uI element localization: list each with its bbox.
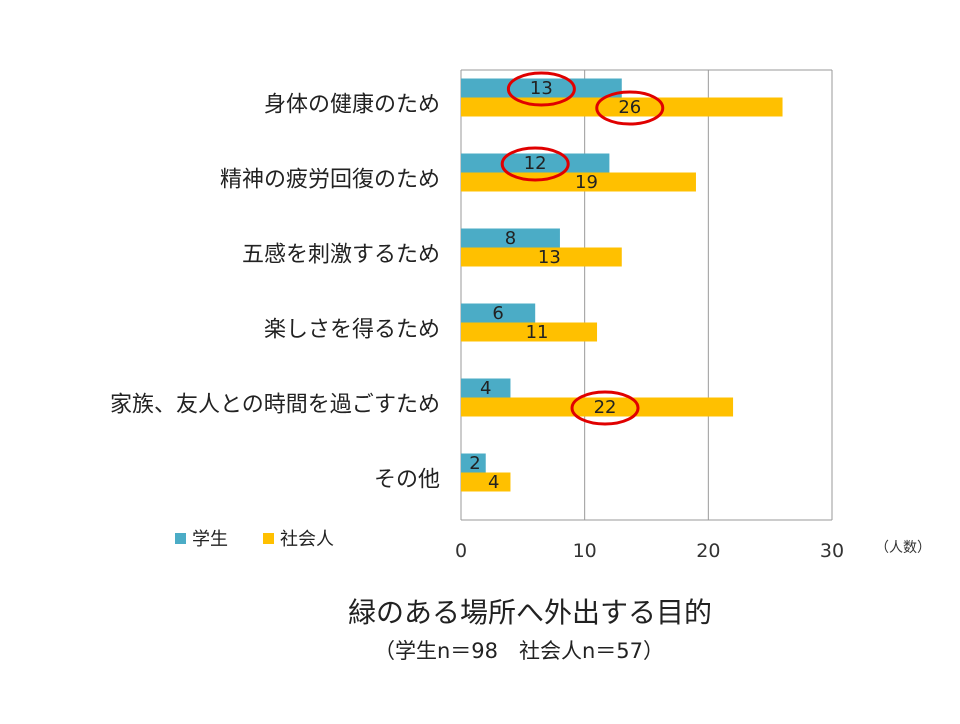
data-label: 2: [469, 453, 480, 474]
bar-series-0-cat-4: [461, 378, 511, 398]
bar-series-0-cat-3: [461, 303, 536, 323]
bar-layer: [461, 78, 783, 492]
data-label: 8: [505, 228, 516, 249]
x-tick-label: 10: [573, 540, 597, 562]
highlight-ellipse: [500, 146, 570, 182]
x-tick-label: 0: [455, 540, 467, 562]
category-label: 精神の疲労回復のため: [220, 168, 440, 193]
data-label: 13: [538, 247, 561, 268]
chart-title: 緑のある場所へ外出する目的: [348, 596, 712, 629]
highlight-layer: [500, 71, 665, 426]
bar-series-0-cat-1: [461, 153, 610, 173]
bar-series-0-cat-2: [461, 228, 560, 248]
grid-layer: [460, 69, 833, 521]
legend-label: 学生: [192, 529, 228, 550]
bar-series-1-cat-2: [461, 247, 622, 267]
data-label: 4: [480, 378, 491, 399]
unit-label: （人数）: [875, 540, 931, 556]
data-label: 12: [524, 153, 547, 174]
label-layer: 身体の健康のため1326精神の疲労回復のため1219五感を刺激するため813楽し…: [110, 78, 641, 493]
bar-series-1-cat-4: [461, 397, 734, 417]
bar-series-1-cat-5: [461, 472, 511, 492]
chart-subtitle: （学生n＝98 社会人n＝57）: [374, 639, 664, 663]
category-label: 家族、友人との時間を過ごすため: [110, 393, 440, 418]
bar-series-0-cat-0: [461, 78, 622, 98]
category-label: その他: [374, 468, 440, 493]
data-label: 4: [488, 472, 499, 493]
data-label: 26: [618, 97, 641, 118]
axis-layer: （人数） 0 10 20 30: [455, 540, 931, 562]
category-label: 五感を刺激するため: [242, 243, 440, 268]
bar-series-0-cat-5: [461, 453, 486, 473]
legend-swatch: [175, 533, 186, 544]
highlight-ellipse: [595, 90, 665, 126]
bar-series-1-cat-0: [461, 97, 783, 117]
legend: 学生 社会人: [175, 529, 334, 550]
data-label: 11: [526, 322, 549, 343]
category-label: 楽しさを得るため: [264, 318, 440, 343]
bar-series-1-cat-3: [461, 322, 598, 342]
legend-label: 社会人: [280, 529, 334, 550]
highlight-ellipse: [506, 71, 576, 107]
data-label: 22: [594, 397, 617, 418]
x-tick-label: 30: [820, 540, 844, 562]
data-label: 19: [575, 172, 598, 193]
data-label: 13: [530, 78, 553, 99]
legend-swatch: [263, 533, 274, 544]
highlight-ellipse: [570, 390, 640, 426]
data-label: 6: [492, 303, 503, 324]
category-label: 身体の健康のため: [264, 93, 440, 118]
x-tick-label: 20: [696, 540, 720, 562]
